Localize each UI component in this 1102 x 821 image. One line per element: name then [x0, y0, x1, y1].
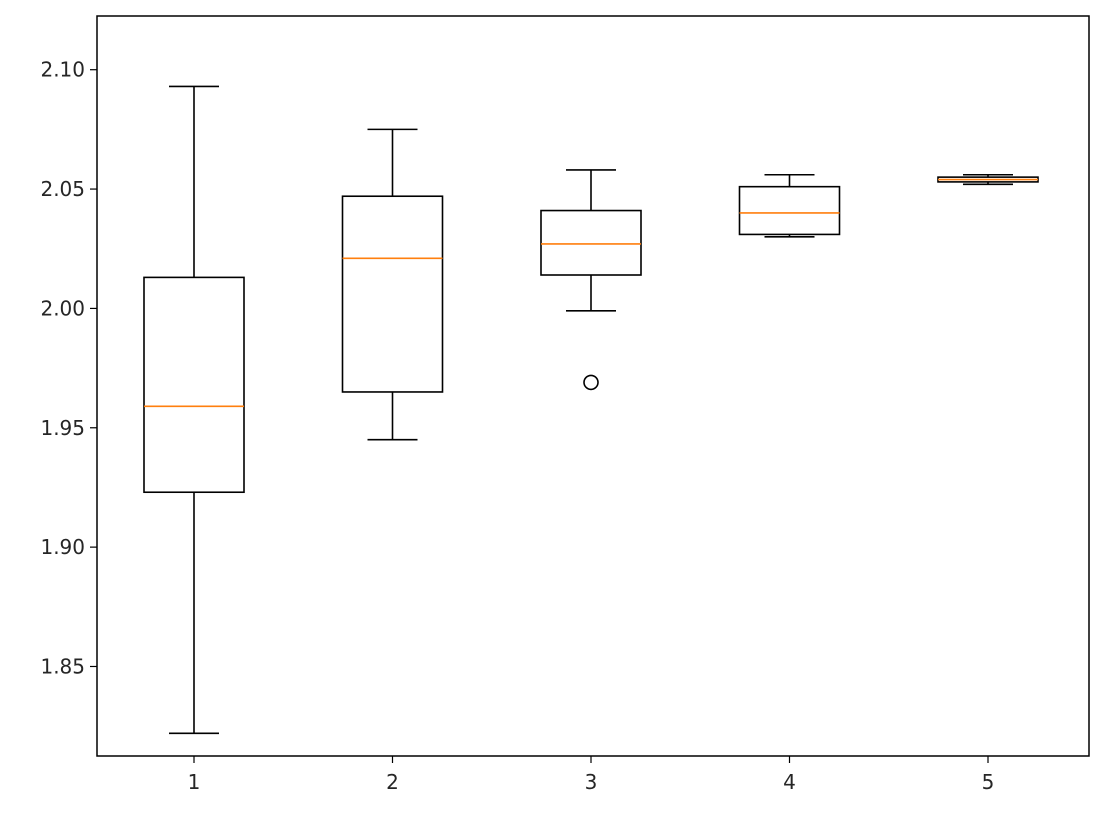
y-tick-label: 1.85: [40, 654, 85, 678]
box-group-1: [143, 85, 245, 735]
x-tick-label: 3: [585, 770, 598, 794]
x-tick-label: 5: [982, 770, 995, 794]
box-iqr: [738, 185, 841, 236]
outlier-point: [583, 374, 599, 391]
y-tick-label: 1.90: [40, 535, 85, 559]
x-tick-label: 4: [783, 770, 796, 794]
box-iqr: [341, 195, 444, 393]
y-tick-label: 2.10: [40, 58, 85, 82]
box-iqr: [540, 209, 642, 276]
box-iqr: [143, 276, 245, 494]
x-tick-label: 1: [188, 770, 201, 794]
box-group-4: [738, 173, 841, 238]
box-group-2: [341, 128, 444, 441]
box-group-3: [540, 169, 642, 391]
box-group-5: [937, 173, 1039, 186]
axes-frame: [96, 15, 1090, 757]
y-tick-label: 1.95: [40, 416, 85, 440]
x-tick-label: 2: [386, 770, 399, 794]
y-tick-label: 2.00: [40, 296, 85, 320]
y-tick-label: 2.05: [40, 177, 85, 201]
